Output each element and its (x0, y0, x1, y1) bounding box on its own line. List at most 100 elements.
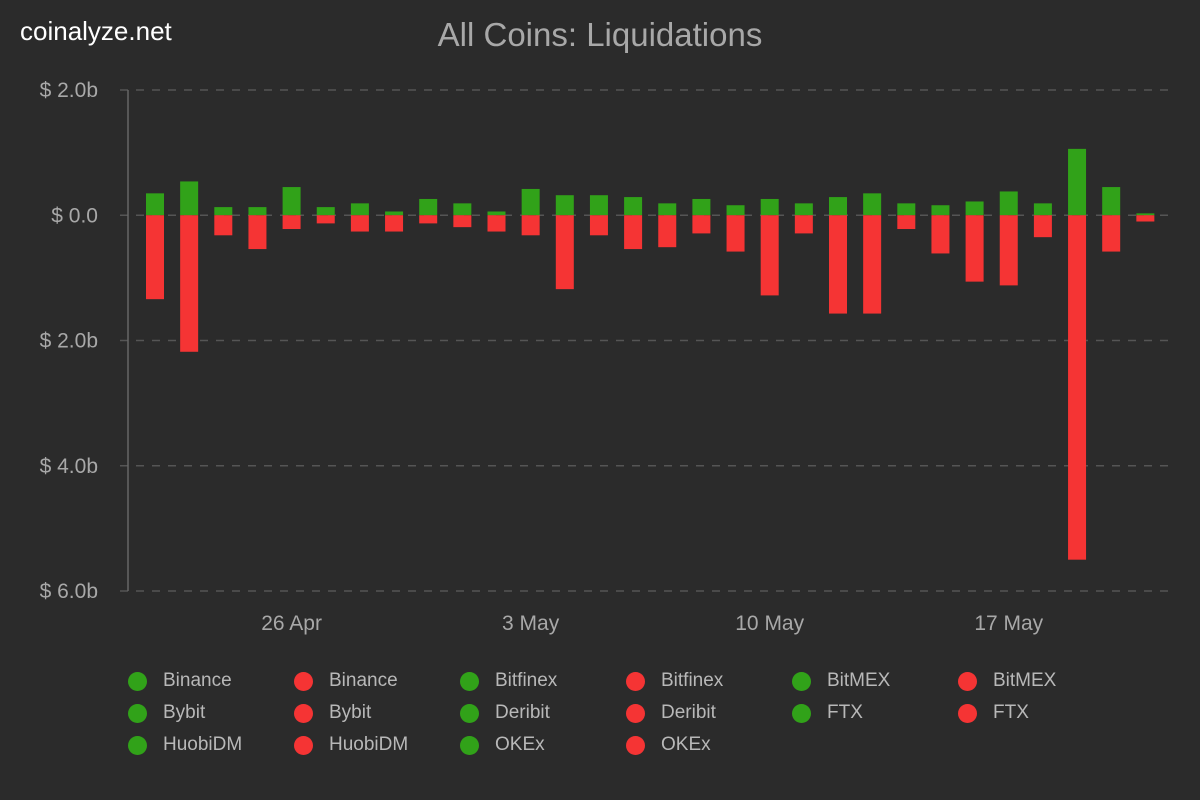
bar-long-26-apr (282, 187, 301, 216)
bar-long-21-may (1136, 213, 1155, 216)
bar-long-3-may (521, 188, 540, 216)
bar-short-16-may (965, 215, 984, 282)
legend-dot-icon (792, 671, 811, 691)
bar-short-5-may (589, 215, 608, 236)
bar-long-22-apr (146, 193, 164, 216)
bar-long-24-apr (214, 207, 233, 216)
bar-long-10-may (760, 198, 779, 216)
legend-dot-icon (626, 703, 645, 723)
bar-short-3-may (521, 215, 540, 236)
bar-short-24-apr (214, 215, 233, 236)
bar-short-22-apr (146, 215, 164, 300)
bar-short-17-may (999, 215, 1018, 286)
legend-item[interactable]: Deribit (626, 702, 716, 724)
bar-short-6-may (624, 215, 643, 250)
bar-long-16-may (965, 201, 984, 216)
legend-item[interactable]: OKEx (460, 734, 545, 756)
legend-dot-icon (460, 703, 479, 723)
legend-dot-icon (626, 735, 645, 755)
legend-item[interactable]: Binance (128, 670, 232, 692)
chart-title: All Coins: Liquidations (437, 16, 763, 53)
bar-short-25-apr (248, 215, 267, 250)
legend-item[interactable]: Bybit (294, 702, 371, 724)
bar-long-8-may (692, 198, 711, 216)
legend-item[interactable]: Deribit (460, 702, 550, 724)
bar-short-26-apr (282, 215, 301, 230)
bar-short-8-may (692, 215, 711, 234)
legend-dot-icon (294, 703, 313, 723)
legend-label: OKEx (495, 734, 545, 755)
bar-long-20-may (1102, 187, 1121, 216)
legend-item[interactable]: HuobiDM (128, 734, 242, 756)
legend-label: Bybit (329, 702, 372, 723)
y-tick-label: $ 0.0 (51, 204, 98, 227)
bar-short-4-may (555, 215, 574, 290)
bar-long-12-may (829, 197, 847, 216)
legend-label: Deribit (661, 702, 716, 723)
bar-long-11-may (794, 203, 813, 216)
bar-short-27-apr (316, 215, 335, 224)
legend-dot-icon (294, 671, 313, 691)
bar-short-14-may (897, 215, 916, 230)
y-tick-label: $ 6.0b (40, 580, 98, 603)
x-tick-label: 3 May (502, 612, 560, 635)
bar-long-18-may (1033, 203, 1052, 216)
legend-label: OKEx (661, 734, 711, 755)
legend-label: Bitfinex (495, 670, 558, 691)
bar-short-13-may (863, 215, 882, 314)
bar-short-18-may (1033, 215, 1052, 238)
legend-dot-icon (294, 735, 313, 755)
legend-dot-icon (460, 735, 479, 755)
bar-long-15-may (931, 205, 950, 216)
bar-short-23-apr (180, 215, 199, 352)
legend-dot-icon (128, 735, 147, 755)
legend-item[interactable]: OKEx (626, 734, 711, 756)
legend-item[interactable]: FTX (792, 702, 863, 724)
x-tick-label: 17 May (974, 612, 1043, 635)
bar-long-6-may (624, 197, 643, 216)
legend-label: HuobiDM (329, 734, 409, 755)
legend-dot-icon (958, 671, 977, 691)
bar-short-2-may (487, 215, 506, 232)
legend-label: Bybit (163, 702, 206, 723)
bar-short-21-may (1136, 215, 1155, 222)
bar-short-28-apr (350, 215, 369, 232)
bar-short-20-may (1102, 215, 1121, 252)
legend-dot-icon (128, 671, 147, 691)
bar-short-7-may (658, 215, 677, 248)
legend-dot-icon (128, 703, 147, 723)
legend-label: Binance (329, 670, 398, 691)
bar-short-1-may (453, 215, 472, 228)
bar-long-25-apr (248, 207, 267, 216)
legend-item[interactable]: Bybit (128, 702, 205, 724)
bar-long-1-may (453, 203, 472, 216)
legend-item[interactable]: BitMEX (958, 670, 1056, 692)
legend-item[interactable]: Bitfinex (626, 670, 723, 692)
legend-dot-icon (958, 703, 977, 723)
legend-item[interactable]: HuobiDM (294, 734, 408, 756)
bar-short-15-may (931, 215, 950, 254)
legend-dot-icon (460, 671, 479, 691)
legend-label: HuobiDM (163, 734, 243, 755)
legend-item[interactable]: Binance (294, 670, 398, 692)
bar-long-7-may (658, 203, 677, 216)
logo: coinalyze.net (20, 16, 172, 46)
bar-short-29-apr (385, 215, 404, 232)
legend-label: FTX (993, 702, 1029, 723)
bar-long-23-apr (180, 181, 199, 216)
bar-long-4-may (555, 195, 574, 216)
legend-label: Bitfinex (661, 670, 724, 691)
legend-label: FTX (827, 702, 863, 723)
bar-long-30-apr (419, 198, 438, 216)
bar-long-2-may (487, 211, 506, 216)
bar-short-12-may (829, 215, 847, 314)
legend-item[interactable]: Bitfinex (460, 670, 557, 692)
legend-label: Binance (163, 670, 232, 691)
bar-long-5-may (589, 195, 608, 216)
legend-item[interactable]: BitMEX (792, 670, 890, 692)
legend-item[interactable]: FTX (958, 702, 1029, 724)
legend-label: Deribit (495, 702, 550, 723)
bar-long-28-apr (350, 203, 369, 216)
y-tick-label: $ 2.0b (40, 79, 98, 102)
